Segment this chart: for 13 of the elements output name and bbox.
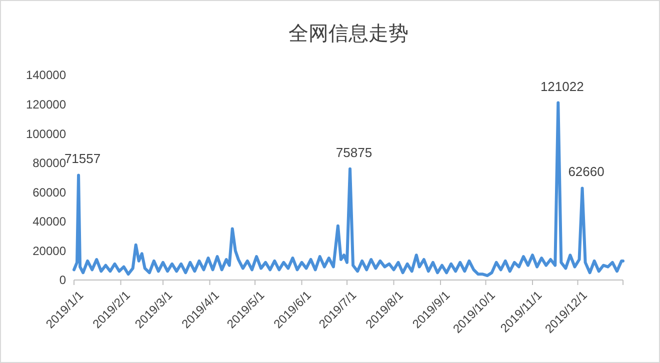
y-tick-label: 100000 bbox=[26, 126, 66, 141]
y-tick-label: 0 bbox=[59, 273, 66, 288]
annotation: 71557 bbox=[64, 151, 101, 166]
annotation: 121022 bbox=[540, 78, 584, 94]
y-tick-label: 40000 bbox=[32, 214, 66, 229]
y-tick-label: 120000 bbox=[26, 97, 66, 112]
chart-title: 全网信息走势 bbox=[288, 23, 408, 45]
y-tick-label: 60000 bbox=[32, 185, 66, 200]
y-tick-label: 80000 bbox=[32, 156, 66, 170]
annotation: 75875 bbox=[336, 144, 372, 160]
annotation: 62660 bbox=[568, 164, 604, 180]
y-tick-label: 140000 bbox=[26, 68, 66, 82]
y-tick-label: 20000 bbox=[32, 244, 66, 258]
